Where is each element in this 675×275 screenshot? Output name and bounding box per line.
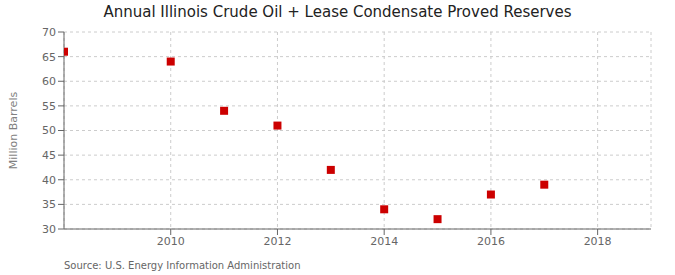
svg-text:2012: 2012 xyxy=(263,235,291,248)
svg-text:55: 55 xyxy=(42,100,56,113)
svg-text:50: 50 xyxy=(42,124,56,137)
svg-text:Million Barrels: Million Barrels xyxy=(8,92,20,170)
svg-text:45: 45 xyxy=(42,149,56,162)
svg-text:40: 40 xyxy=(42,174,56,187)
svg-text:30: 30 xyxy=(42,223,56,236)
svg-text:2018: 2018 xyxy=(584,235,612,248)
svg-text:2016: 2016 xyxy=(477,235,505,248)
svg-text:35: 35 xyxy=(42,198,56,211)
svg-text:60: 60 xyxy=(42,75,56,88)
svg-text:65: 65 xyxy=(42,51,56,64)
svg-text:70: 70 xyxy=(42,26,56,39)
html-text:Source: U.S. Energy Informatio: Source: U.S. Energy Information Administ… xyxy=(64,260,301,271)
html-text:Annual Illinois Crude Oil + Le: Annual Illinois Crude Oil + Lease Conden… xyxy=(103,3,572,21)
svg-text:2014: 2014 xyxy=(370,235,398,248)
svg-text:2010: 2010 xyxy=(157,235,185,248)
